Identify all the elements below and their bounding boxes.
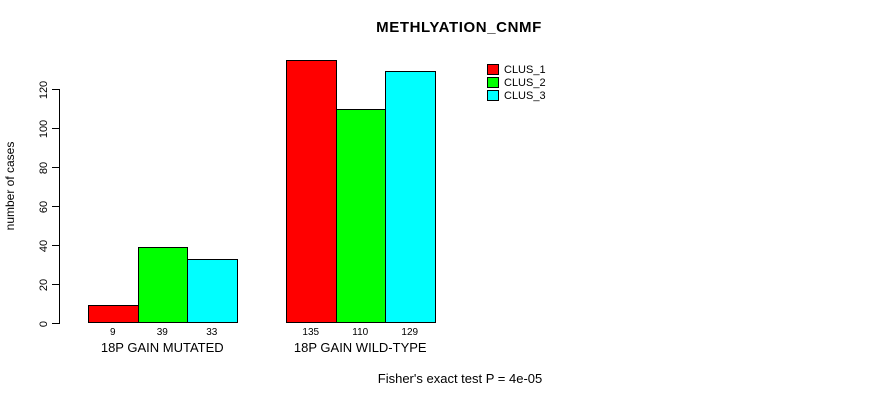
y-tick-label: 100 (38, 119, 50, 138)
legend-swatch-icon (487, 64, 499, 75)
y-tick-label: 60 (38, 200, 50, 213)
y-tick-label: 40 (38, 239, 50, 252)
y-tick-mark (52, 245, 59, 246)
y-tick-label: 80 (38, 161, 50, 174)
y-tick-label: 20 (38, 278, 50, 291)
legend-label: CLUS_2 (504, 76, 546, 89)
y-tick-label: 0 (38, 320, 50, 327)
legend-label: CLUS_1 (504, 63, 546, 76)
y-tick-mark (52, 167, 59, 168)
bar-value-label: 9 (109, 327, 116, 338)
y-tick-mark (52, 128, 59, 129)
bar-clus_2-2 (335, 108, 386, 323)
bar-clus_3-2 (385, 71, 436, 323)
bar-clus_1-1 (88, 305, 139, 323)
y-tick-mark (52, 89, 59, 90)
bar-clus_1-2 (286, 59, 337, 323)
legend-label: CLUS_3 (504, 89, 546, 102)
y-tick-mark (52, 206, 59, 207)
bar-value-label: 110 (352, 327, 369, 338)
bar-value-label: 39 (156, 327, 168, 338)
legend-swatch-icon (487, 90, 499, 101)
category-label: 18P GAIN WILD-TYPE (293, 340, 427, 355)
bar-clus_2-1 (137, 246, 188, 323)
bar-value-label: 33 (206, 327, 218, 338)
annotation-text: Fisher's exact test P = 4e-05 (377, 371, 543, 386)
legend-item-clus_1: CLUS_1 (487, 63, 546, 76)
y-tick-mark (52, 284, 59, 285)
legend-item-clus_2: CLUS_2 (487, 76, 546, 89)
category-label: 18P GAIN MUTATED (100, 340, 224, 355)
legend-item-clus_3: CLUS_3 (487, 89, 546, 102)
legend-swatch-icon (487, 77, 499, 88)
y-tick-mark (52, 323, 59, 324)
bar-value-label: 129 (401, 327, 419, 338)
y-tick-label: 120 (38, 80, 50, 99)
chart-title: METHLYATION_CNMF (376, 19, 542, 36)
y-axis-label: number of cases (3, 141, 17, 231)
legend: CLUS_1 CLUS_2 CLUS_3 (487, 63, 546, 102)
bar-clus_3-1 (187, 258, 238, 323)
y-axis-line (59, 88, 60, 324)
bar-value-label: 135 (302, 327, 320, 338)
